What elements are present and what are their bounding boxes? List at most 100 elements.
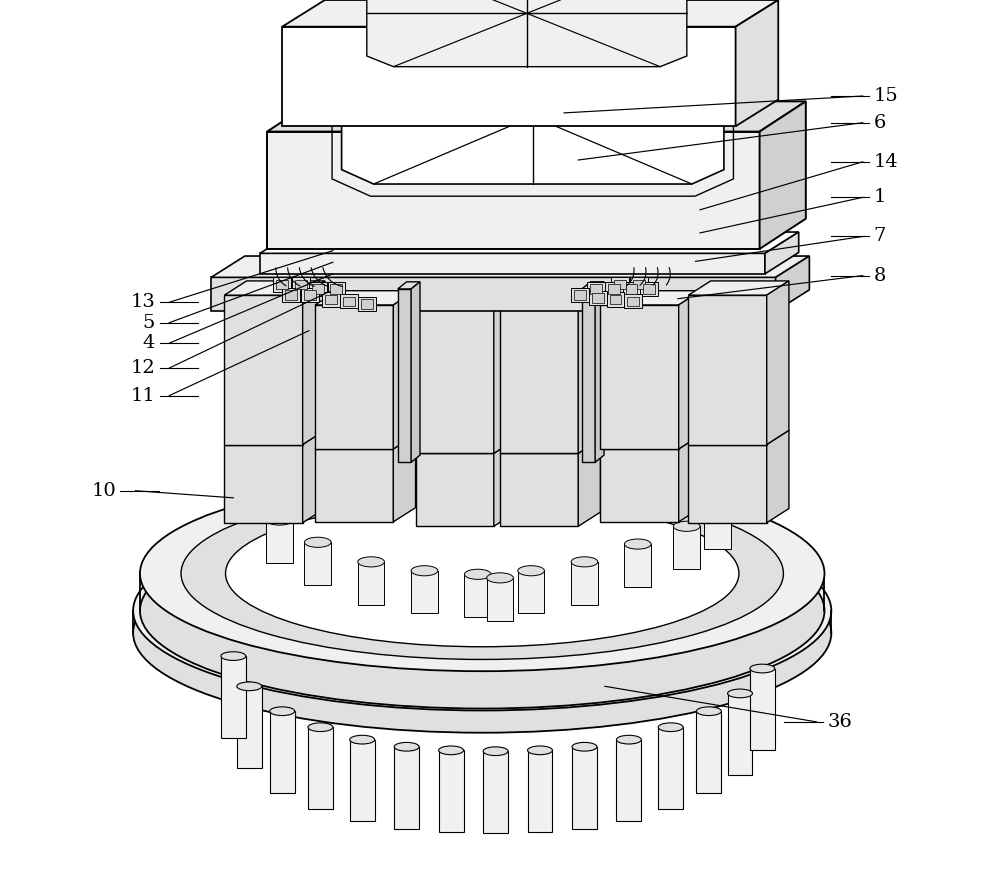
Polygon shape (340, 294, 358, 308)
Polygon shape (578, 439, 600, 526)
Ellipse shape (439, 746, 464, 755)
Ellipse shape (350, 735, 375, 744)
Ellipse shape (464, 569, 491, 580)
Polygon shape (464, 574, 491, 617)
Ellipse shape (528, 746, 552, 755)
Polygon shape (282, 0, 778, 27)
Ellipse shape (304, 537, 331, 548)
Polygon shape (630, 277, 648, 292)
Ellipse shape (658, 723, 683, 732)
Polygon shape (765, 232, 799, 274)
Text: 14: 14 (873, 153, 898, 171)
Polygon shape (328, 282, 345, 296)
Polygon shape (600, 449, 679, 522)
Polygon shape (221, 656, 246, 738)
Polygon shape (582, 289, 595, 462)
Polygon shape (750, 669, 775, 750)
Text: 36: 36 (827, 713, 852, 731)
Polygon shape (393, 435, 416, 522)
Polygon shape (616, 740, 641, 821)
Polygon shape (330, 284, 342, 293)
Polygon shape (688, 295, 767, 444)
Polygon shape (276, 280, 288, 289)
Text: 1: 1 (873, 188, 886, 206)
Polygon shape (367, 0, 687, 67)
Ellipse shape (358, 557, 384, 567)
Polygon shape (500, 453, 578, 526)
Polygon shape (282, 27, 736, 126)
Polygon shape (611, 277, 629, 292)
Polygon shape (500, 304, 578, 453)
Ellipse shape (616, 735, 641, 744)
Polygon shape (308, 727, 333, 809)
Polygon shape (500, 290, 600, 304)
Polygon shape (624, 294, 642, 308)
Polygon shape (487, 578, 513, 621)
Polygon shape (608, 284, 620, 293)
Polygon shape (572, 747, 597, 829)
Polygon shape (358, 297, 376, 311)
Polygon shape (237, 686, 262, 768)
Polygon shape (393, 291, 416, 449)
Polygon shape (688, 281, 789, 295)
Polygon shape (696, 711, 721, 793)
Ellipse shape (624, 539, 651, 549)
Polygon shape (260, 253, 765, 274)
Polygon shape (640, 282, 658, 296)
Polygon shape (398, 282, 420, 289)
Ellipse shape (487, 573, 513, 583)
Polygon shape (273, 277, 291, 292)
Polygon shape (571, 562, 598, 605)
Text: 4: 4 (143, 334, 155, 352)
Ellipse shape (394, 742, 419, 751)
Polygon shape (624, 544, 651, 587)
Polygon shape (679, 291, 701, 449)
Polygon shape (600, 305, 679, 449)
Polygon shape (394, 747, 419, 829)
Polygon shape (343, 297, 355, 306)
Polygon shape (614, 280, 626, 289)
Polygon shape (224, 295, 303, 444)
Polygon shape (483, 751, 508, 833)
Ellipse shape (571, 557, 598, 567)
Text: 12: 12 (130, 359, 155, 377)
Polygon shape (494, 290, 516, 453)
Polygon shape (518, 571, 544, 613)
Polygon shape (643, 284, 655, 293)
Polygon shape (688, 430, 789, 444)
Polygon shape (600, 291, 701, 305)
Polygon shape (767, 430, 789, 523)
Polygon shape (224, 430, 325, 444)
Polygon shape (728, 693, 752, 775)
Polygon shape (295, 280, 307, 289)
Polygon shape (416, 290, 516, 304)
Polygon shape (309, 282, 327, 296)
Polygon shape (342, 49, 724, 184)
Polygon shape (605, 282, 623, 296)
Polygon shape (358, 562, 384, 605)
Polygon shape (767, 281, 789, 444)
Polygon shape (303, 281, 325, 444)
Ellipse shape (270, 707, 295, 716)
Polygon shape (315, 291, 416, 305)
Polygon shape (285, 291, 297, 300)
Polygon shape (315, 435, 416, 449)
Polygon shape (411, 282, 420, 462)
Polygon shape (760, 101, 806, 249)
Text: 10: 10 (91, 482, 116, 500)
Polygon shape (607, 292, 624, 307)
Polygon shape (416, 453, 494, 526)
Ellipse shape (133, 533, 831, 733)
Polygon shape (266, 520, 293, 563)
Polygon shape (350, 740, 375, 821)
Polygon shape (211, 256, 809, 277)
Polygon shape (301, 288, 319, 302)
Polygon shape (500, 439, 600, 453)
Polygon shape (398, 289, 411, 462)
Polygon shape (411, 571, 438, 613)
Ellipse shape (704, 501, 731, 512)
Ellipse shape (696, 707, 721, 716)
Polygon shape (439, 750, 464, 832)
Polygon shape (571, 288, 589, 302)
Ellipse shape (140, 476, 824, 671)
